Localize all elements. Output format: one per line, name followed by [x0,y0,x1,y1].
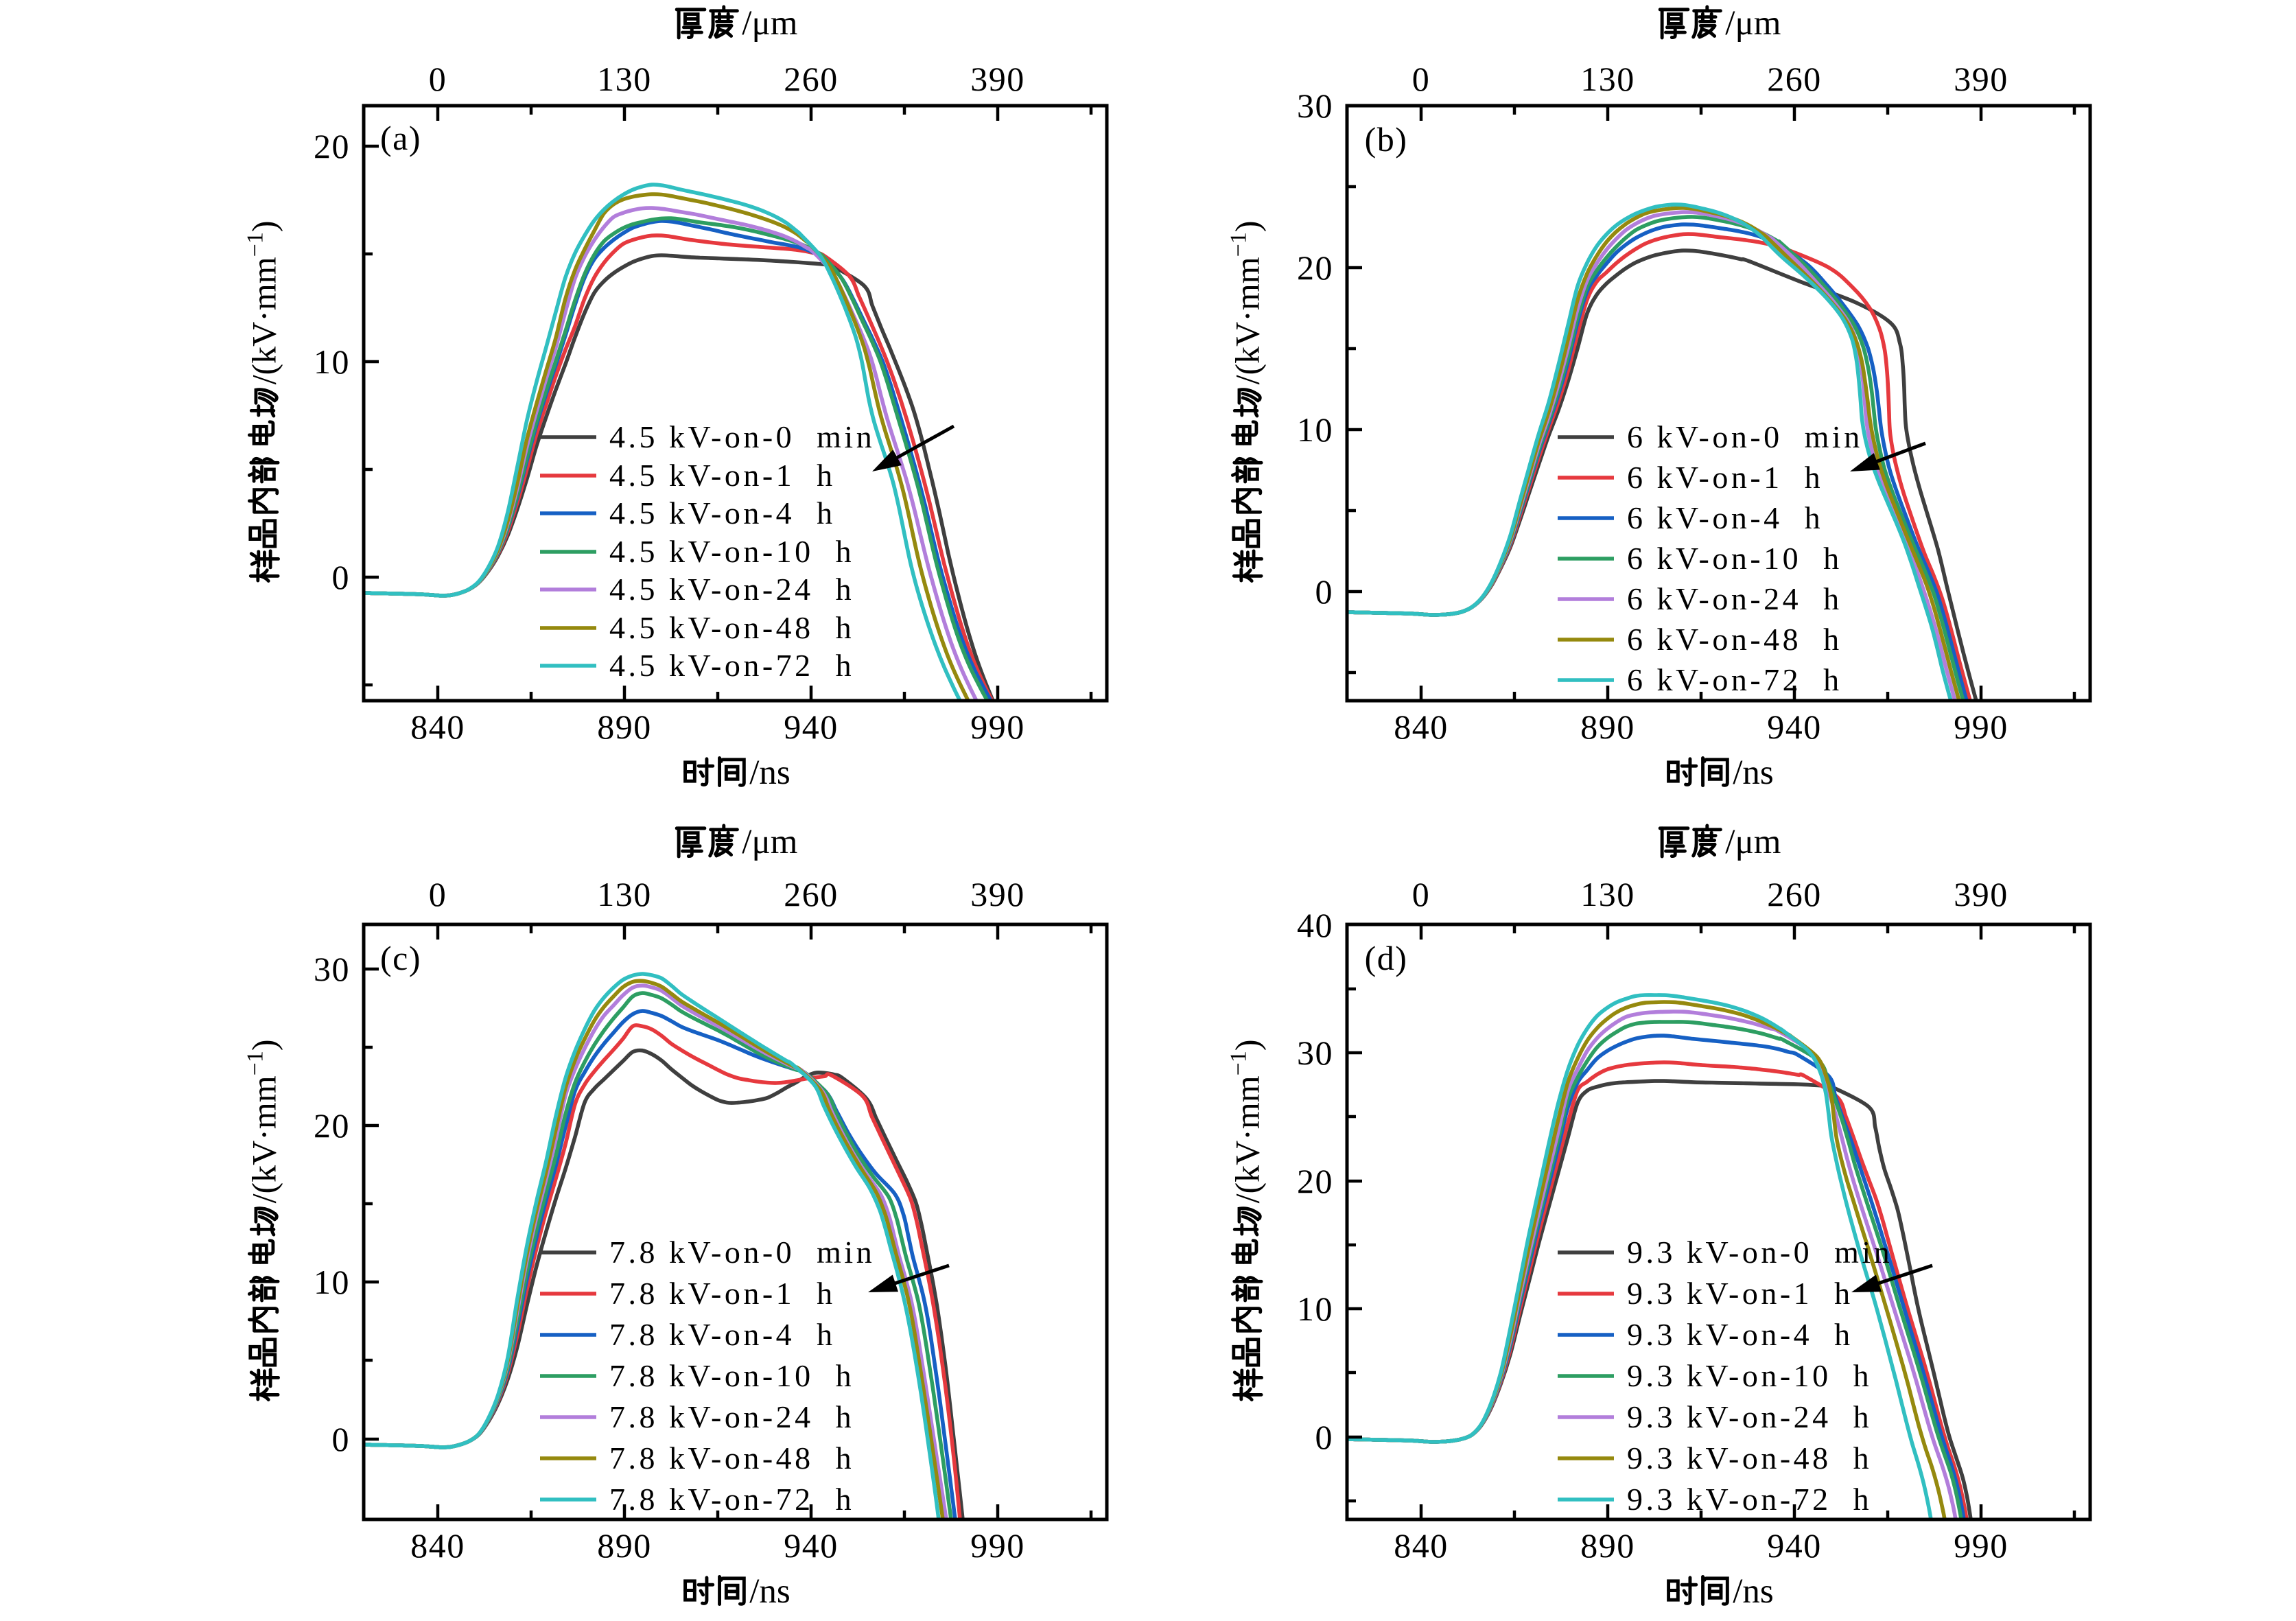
svg-text:6 kV-on-0 min: 6 kV-on-0 min [1627,419,1863,454]
svg-text:20: 20 [1297,248,1333,287]
svg-text:890: 890 [597,1526,652,1565]
svg-text:9.3 kV-on-24 h: 9.3 kV-on-24 h [1627,1399,1872,1434]
svg-text:7.8 kV-on-0 min: 7.8 kV-on-0 min [609,1235,875,1270]
svg-text:940: 940 [1767,708,1822,746]
svg-text:260: 260 [784,875,839,913]
svg-text:4.5 kV-on-48 h: 4.5 kV-on-48 h [609,610,854,645]
svg-text:260: 260 [1767,875,1822,913]
svg-text:4.5 kV-on-72 h: 4.5 kV-on-72 h [609,648,854,683]
svg-text:990: 990 [1954,1526,2008,1565]
svg-text:9.3 kV-on-0 min: 9.3 kV-on-0 min [1627,1235,1893,1270]
svg-text:/ns: /ns [1733,754,1774,792]
svg-text:30: 30 [1297,86,1333,125]
svg-text:890: 890 [1580,708,1635,746]
svg-text:260: 260 [784,60,839,98]
svg-text:/μm: /μm [1725,4,1781,43]
svg-text:/(kV·mm−1): /(kV·mm−1) [1226,1039,1267,1203]
svg-text:260: 260 [1767,60,1822,98]
svg-text:130: 130 [1580,60,1635,98]
svg-text:0: 0 [332,558,351,596]
svg-text:20: 20 [314,1106,350,1145]
svg-text:6 kV-on-4 h: 6 kV-on-4 h [1627,500,1823,535]
svg-text:4.5 kV-on-0 min: 4.5 kV-on-0 min [609,419,875,454]
svg-text:/μm: /μm [1725,823,1781,861]
svg-text:0: 0 [429,875,447,913]
svg-text:7.8 kV-on-48 h: 7.8 kV-on-48 h [609,1441,854,1476]
svg-text:/μm: /μm [742,4,797,43]
svg-text:0: 0 [332,1420,351,1458]
svg-text:30: 30 [1297,1034,1333,1072]
svg-text:130: 130 [1580,875,1635,913]
svg-text:890: 890 [597,708,652,746]
svg-text:0: 0 [1315,572,1334,611]
svg-text:/(kV·mm−1): /(kV·mm−1) [1226,220,1267,384]
svg-text:20: 20 [1297,1162,1333,1200]
svg-text:940: 940 [784,708,839,746]
svg-text:7.8 kV-on-10 h: 7.8 kV-on-10 h [609,1358,854,1393]
svg-text:0: 0 [1412,875,1431,913]
svg-text:7.8 kV-on-24 h: 7.8 kV-on-24 h [609,1399,854,1434]
svg-text:940: 940 [1767,1526,1822,1565]
svg-text:(c): (c) [380,939,421,977]
svg-text:9.3 kV-on-72 h: 9.3 kV-on-72 h [1627,1482,1872,1517]
svg-text:9.3 kV-on-10 h: 9.3 kV-on-10 h [1627,1358,1872,1393]
svg-text:(b): (b) [1365,120,1408,159]
svg-text:130: 130 [597,60,652,98]
svg-text:9.3 kV-on-48 h: 9.3 kV-on-48 h [1627,1441,1872,1476]
svg-text:130: 130 [597,875,652,913]
svg-text:6 kV-on-1 h: 6 kV-on-1 h [1627,460,1823,495]
svg-text:890: 890 [1580,1526,1635,1565]
svg-text:30: 30 [314,950,350,988]
svg-text:20: 20 [314,127,350,165]
svg-text:/ns: /ns [1733,1572,1774,1611]
svg-text:7.8 kV-on-72 h: 7.8 kV-on-72 h [609,1482,854,1517]
svg-text:940: 940 [784,1526,839,1565]
svg-text:6 kV-on-24 h: 6 kV-on-24 h [1627,581,1842,616]
svg-text:0: 0 [1412,60,1431,98]
svg-text:6 kV-on-10 h: 6 kV-on-10 h [1627,541,1842,576]
svg-text:990: 990 [970,708,1025,746]
svg-text:4.5 kV-on-4 h: 4.5 kV-on-4 h [609,495,836,530]
svg-text:40: 40 [1297,906,1333,944]
svg-text:6 kV-on-48 h: 6 kV-on-48 h [1627,622,1842,657]
svg-text:990: 990 [970,1526,1025,1565]
svg-text:6 kV-on-72 h: 6 kV-on-72 h [1627,662,1842,697]
svg-text:840: 840 [410,708,465,746]
svg-text:4.5 kV-on-24 h: 4.5 kV-on-24 h [609,572,854,607]
svg-text:840: 840 [410,1526,465,1565]
svg-text:9.3 kV-on-1 h: 9.3 kV-on-1 h [1627,1276,1853,1311]
svg-text:10: 10 [314,1263,350,1301]
svg-text:0: 0 [1315,1418,1334,1456]
svg-text:390: 390 [1954,60,2008,98]
svg-text:840: 840 [1394,1526,1449,1565]
svg-text:4.5 kV-on-10 h: 4.5 kV-on-10 h [609,534,854,569]
svg-text:7.8 kV-on-1 h: 7.8 kV-on-1 h [609,1276,836,1311]
svg-text:10: 10 [314,342,350,381]
svg-text:390: 390 [1954,875,2008,913]
svg-text:390: 390 [970,875,1025,913]
svg-text:(a): (a) [380,119,421,157]
svg-text:10: 10 [1297,410,1333,449]
svg-text:(d): (d) [1365,939,1408,977]
svg-text:0: 0 [429,60,447,98]
svg-text:840: 840 [1394,708,1449,746]
svg-text:/ns: /ns [749,754,790,792]
svg-text:7.8 kV-on-4 h: 7.8 kV-on-4 h [609,1317,836,1352]
svg-text:990: 990 [1954,708,2008,746]
svg-text:/ns: /ns [749,1572,790,1611]
svg-text:9.3 kV-on-4 h: 9.3 kV-on-4 h [1627,1317,1853,1352]
svg-text:390: 390 [970,60,1025,98]
svg-text:4.5 kV-on-1 h: 4.5 kV-on-1 h [609,458,836,493]
svg-text:10: 10 [1297,1290,1333,1328]
svg-text:/μm: /μm [742,823,797,861]
